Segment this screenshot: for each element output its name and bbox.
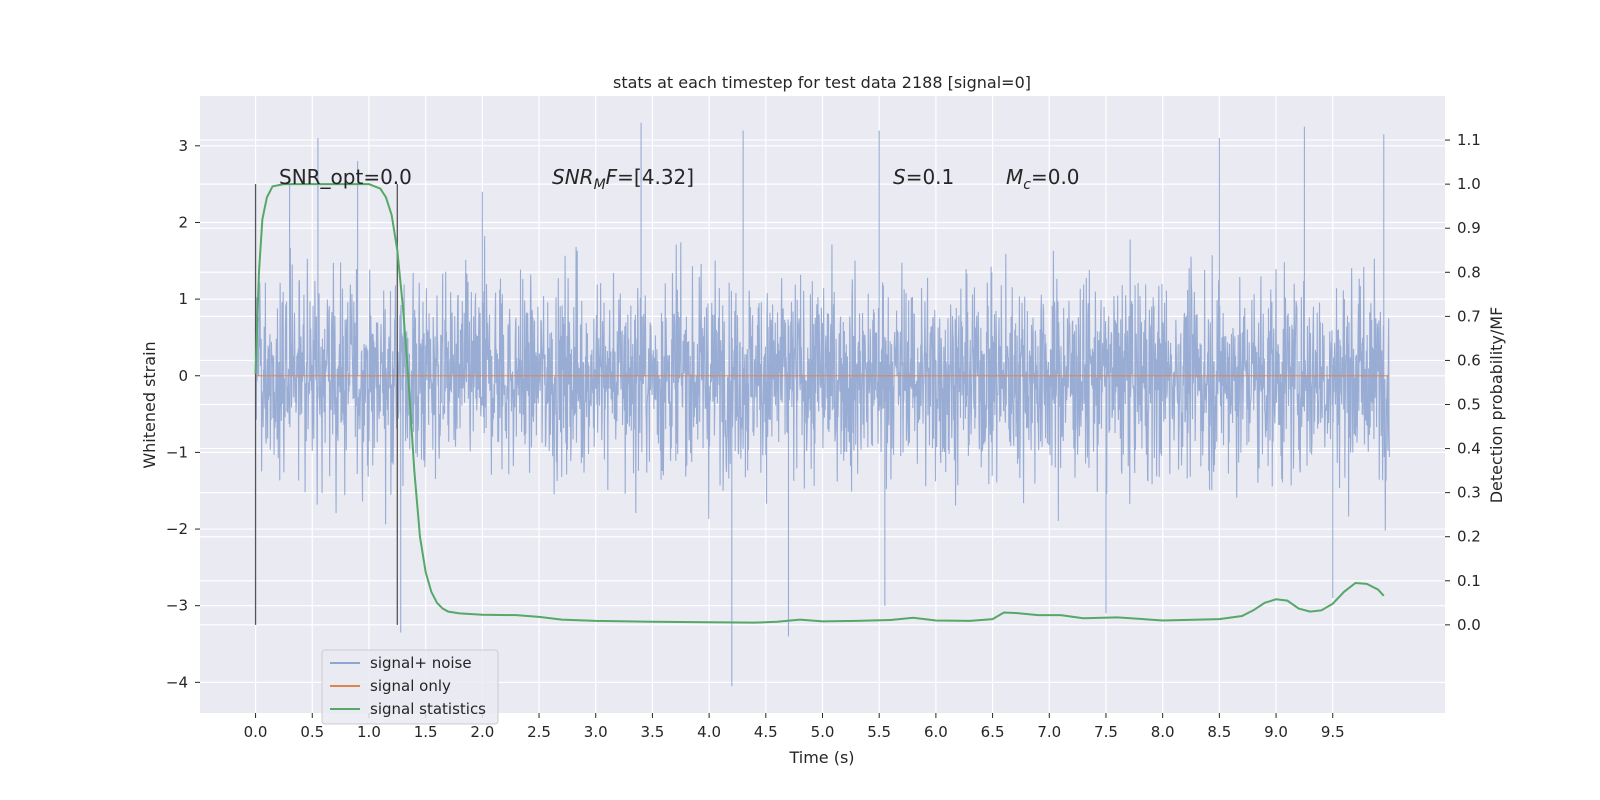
x-tick-label: 1.0 <box>357 723 381 741</box>
series-signal-statistics-line <box>254 183 1385 624</box>
x-tick-label: 7.5 <box>1094 723 1118 741</box>
y-tick-label: −4 <box>166 673 188 691</box>
x-tick-label: 7.0 <box>1037 723 1061 741</box>
y-right-tick-label: 0.8 <box>1457 263 1481 281</box>
y-right-tick-label: 0.0 <box>1457 616 1481 634</box>
x-tick-label: 5.5 <box>867 723 891 741</box>
series-signal-statistics <box>254 183 1385 624</box>
y-tick-label: 0 <box>178 367 188 385</box>
x-tick-label: 3.5 <box>640 723 664 741</box>
y-right-tick-label: 0.3 <box>1457 484 1481 502</box>
legend-box <box>321 649 499 725</box>
axis-ticks: 0.0 0.5 1.0 1.5 2.0 2.5 3.0 3.5 4.0 4.5 5.0 5.5 6.0 6… <box>166 131 1481 741</box>
x-tick-label: 6.5 <box>981 723 1005 741</box>
annotation-s: S=0.1 <box>893 165 954 189</box>
x-tick-label: 9.5 <box>1321 723 1345 741</box>
x-tick-label: 9.0 <box>1264 723 1288 741</box>
y-axis-label-right: Detection probability/MF <box>1487 307 1506 504</box>
x-tick-label: 4.0 <box>697 723 721 741</box>
x-tick-label: 4.5 <box>754 723 778 741</box>
y-right-tick-label: 0.7 <box>1457 307 1481 325</box>
x-axis-label: Time (s) <box>788 748 854 767</box>
y-right-tick-label: 0.9 <box>1457 219 1481 237</box>
legend-label-signal-noise: signal+ noise <box>370 654 472 672</box>
y-tick-label: 3 <box>178 137 188 155</box>
legend-label-signal-statistics: signal statistics <box>370 700 486 718</box>
y-right-tick-label: 0.5 <box>1457 396 1481 414</box>
legend-label-signal-only: signal only <box>370 677 451 695</box>
y-right-tick-label: 0.6 <box>1457 351 1481 369</box>
y-right-tick-label: 1.1 <box>1457 131 1481 149</box>
y-right-tick-label: 0.2 <box>1457 528 1481 546</box>
series-signal-noise <box>255 122 1390 687</box>
x-tick-label: 1.5 <box>414 723 438 741</box>
chart-title: stats at each timestep for test data 218… <box>613 73 1031 92</box>
y-axis-label: Whitened strain <box>140 341 159 468</box>
series-signal-noise-line <box>255 122 1390 687</box>
y-tick-label: 1 <box>178 290 188 308</box>
y-right-tick-label: 1.0 <box>1457 175 1481 193</box>
y-tick-label: −3 <box>166 597 188 615</box>
x-tick-label: 5.0 <box>811 723 835 741</box>
x-tick-label: 8.5 <box>1207 723 1231 741</box>
annotation-snr-opt: SNR_opt=0.0 <box>279 165 412 189</box>
y-tick-label: 2 <box>178 213 188 231</box>
x-tick-label: 6.0 <box>924 723 948 741</box>
annotation-snr-mf: SNRMF=[4.32] <box>552 165 694 193</box>
y-right-tick-label: 0.4 <box>1457 440 1481 458</box>
x-tick-label: 0.5 <box>300 723 324 741</box>
annotation-mc: Mc=0.0 <box>1006 165 1080 193</box>
x-tick-label: 3.0 <box>584 723 608 741</box>
x-tick-label: 8.0 <box>1151 723 1175 741</box>
legend: signal+ noise signal only signal statist… <box>321 649 499 725</box>
x-tick-label: 2.0 <box>470 723 494 741</box>
y-tick-label: −2 <box>166 520 188 538</box>
y-tick-label: −1 <box>166 443 188 461</box>
x-tick-label: 0.0 <box>244 723 268 741</box>
x-tick-label: 2.5 <box>527 723 551 741</box>
y-right-tick-label: 0.1 <box>1457 572 1481 590</box>
